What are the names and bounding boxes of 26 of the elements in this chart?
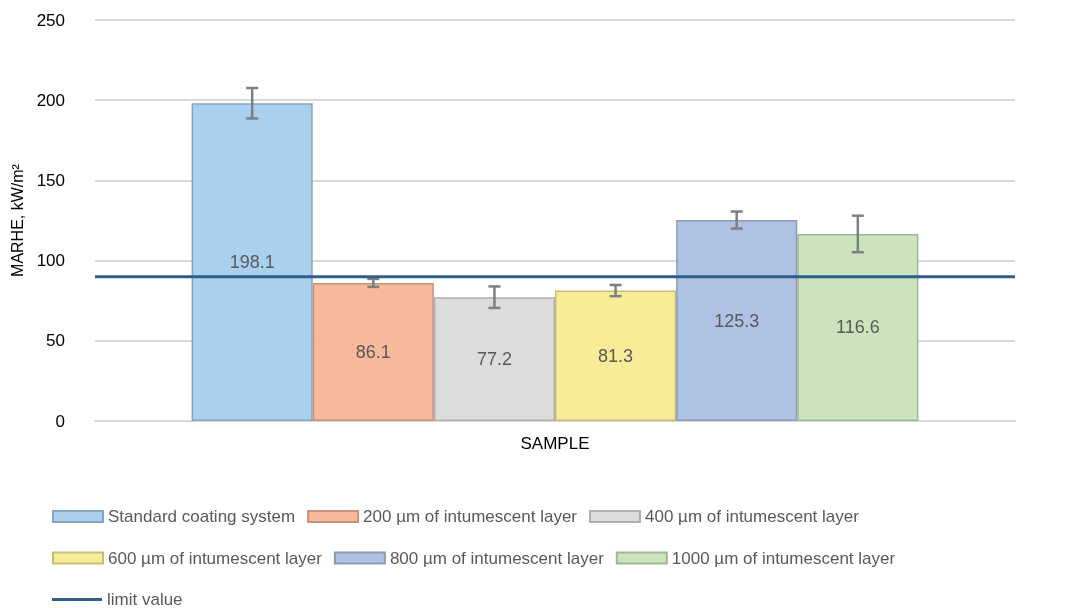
y-tick-label: 0 [55, 411, 65, 431]
bar [555, 290, 677, 421]
bar [797, 233, 919, 421]
y-tick-label: 200 [36, 90, 65, 110]
y-tick-label: 50 [46, 331, 65, 351]
legend-label: 800 µm of intumescent layer [389, 548, 605, 568]
data-label: 198.1 [229, 252, 275, 273]
legend-label: 1000 µm of intumescent layer [671, 548, 896, 568]
bar [191, 103, 313, 421]
data-label: 77.2 [476, 349, 512, 370]
y-tick-label: 250 [36, 10, 65, 30]
data-label: 116.6 [835, 317, 880, 338]
bar [676, 220, 798, 421]
data-label: 86.1 [355, 341, 391, 362]
data-label: 81.3 [598, 345, 634, 366]
legend-label: Standard coating system [108, 507, 296, 526]
bar [312, 282, 434, 421]
x-tick-label: SAMPLE [520, 434, 590, 453]
legend-label: 400 µm of intumescent layer [644, 507, 860, 526]
legend-label: limit value [107, 590, 183, 608]
legend-label: 200 µm of intumescent layer [363, 507, 578, 526]
data-label: 125.3 [714, 310, 760, 331]
y-tick-label: 150 [36, 170, 65, 190]
y-tick-label: 100 [36, 251, 65, 271]
legend-label: 600 µm of intumescent layer [108, 548, 323, 568]
y-axis-title: MARHE, kW/m² [9, 163, 27, 277]
